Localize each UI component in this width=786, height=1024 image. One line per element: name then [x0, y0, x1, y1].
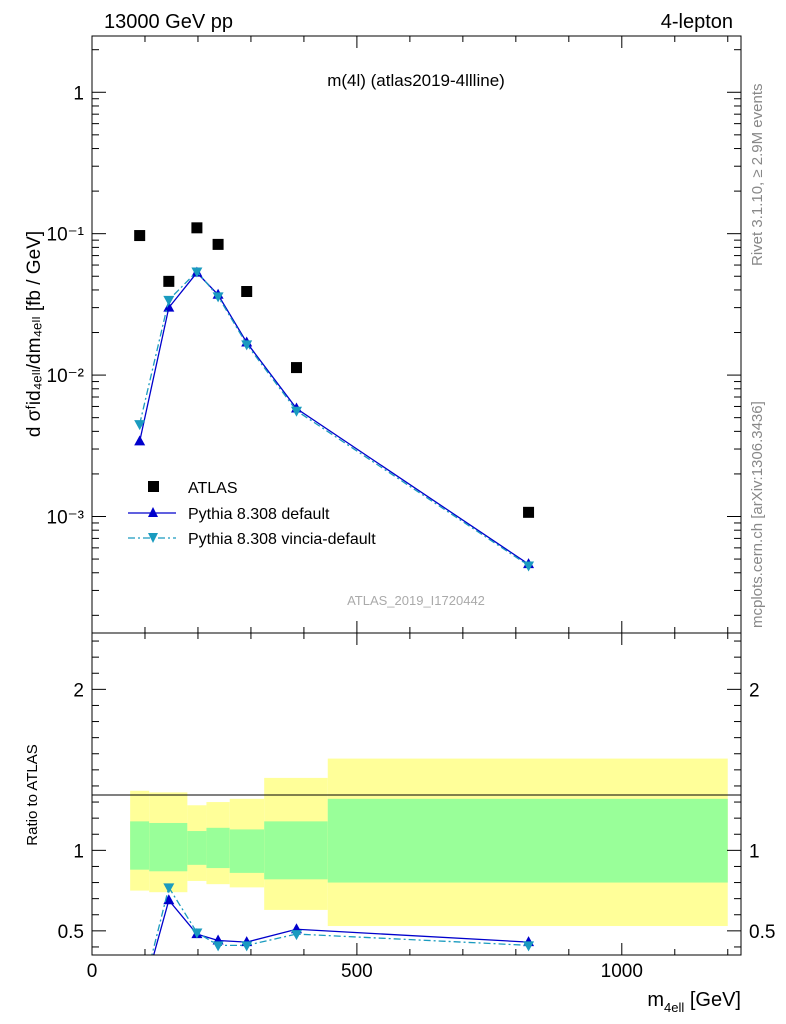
watermark: ATLAS_2019_I1720442: [347, 593, 485, 608]
data-point-vincia: [523, 561, 535, 572]
mcplots-label: mcplots.cern.ch [arXiv:1306.3436]: [749, 401, 766, 628]
legend-label-atlas: ATLAS: [188, 480, 238, 497]
ratio-y-tick-label-left: 0.5: [58, 922, 84, 943]
ratio-frame: [91, 632, 742, 956]
legend-label-vincia: Pythia 8.308 vincia-default: [188, 531, 376, 548]
main-ticks: [92, 49, 741, 616]
ratio-band-inner: [264, 821, 328, 880]
legend-marker-atlas: [148, 481, 159, 492]
ratio-y-tick-labels: 2 2 1 1 0.5 0.5: [58, 680, 776, 943]
ratio-band-inner: [149, 822, 188, 872]
data-point-vincia: [291, 406, 303, 417]
data-point-atlas: [191, 222, 203, 234]
main-panel: 110⁻¹10⁻²10⁻³ m(4l) (atlas2019-4llline) …: [24, 35, 742, 634]
ratio-point-vincia: [291, 930, 303, 941]
main-y-tick-labels: 1 10⁻¹ 10⁻² 10⁻³: [47, 83, 85, 528]
y-tick-label: 10⁻²: [47, 366, 85, 387]
data-point-atlas: [134, 230, 146, 242]
ratio-bands: [130, 758, 728, 927]
legend: ATLAS Pythia 8.308 default Pythia 8.308 …: [128, 480, 376, 548]
x-axis-label: m4ell [GeV]: [647, 989, 741, 1015]
ratio-panel: 2 2 1 1 0.5 0.5 Ratio to ATLAS: [24, 632, 776, 956]
y-tick-label: 10⁻³: [47, 507, 85, 528]
legend-marker-vincia: [148, 533, 158, 543]
ratio-band-inner: [206, 827, 230, 869]
main-series: [134, 222, 535, 572]
main-y-axis-label: d σᶠid₄ₑₗₗ/dm₄ₑₗₗ [fb / GeV]: [24, 231, 45, 437]
ratio-y-tick-label-right: 2: [749, 680, 760, 701]
data-point-default: [134, 435, 146, 446]
x-tick-label: 0: [87, 961, 98, 982]
ratio-point-vincia: [523, 941, 535, 952]
ratio-point-default: [163, 894, 175, 905]
rivet-label: Rivet 3.1.10, ≥ 2.9M events: [749, 84, 766, 267]
ratio-ticks: [92, 640, 741, 948]
ratio-y-tick-label-right: 1: [749, 841, 760, 862]
ratio-band-inner: [130, 821, 150, 870]
data-point-atlas: [212, 238, 224, 250]
data-point-default: [163, 301, 175, 312]
ratio-band-inner: [187, 831, 207, 865]
ratio-y-axis-label: Ratio to ATLAS: [24, 744, 41, 845]
plot-title: m(4l) (atlas2019-4llline): [327, 71, 505, 90]
data-point-atlas: [291, 362, 303, 374]
ratio-point-vincia: [241, 941, 253, 952]
legend-label-default: Pythia 8.308 default: [188, 506, 330, 523]
x-tick-labels: 0 500 1000: [87, 961, 643, 982]
ratio-y-tick-label-left: 2: [73, 680, 84, 701]
data-point-vincia: [241, 340, 253, 351]
x-tick-label: 1000: [601, 961, 643, 982]
data-point-vincia: [163, 295, 175, 306]
data-point-vincia: [134, 420, 146, 431]
ratio-y-tick-label-right: 0.5: [749, 922, 775, 943]
ratio-band-inner: [327, 798, 728, 883]
data-point-vincia: [212, 292, 224, 303]
y-tick-label: 10⁻¹: [47, 225, 85, 246]
x-ticks: [91, 36, 729, 955]
x-tick-label: 500: [341, 961, 373, 982]
header-left: 13000 GeV pp: [104, 11, 233, 33]
ratio-band-inner: [229, 829, 265, 873]
y-tick-label: 1: [73, 83, 84, 104]
data-point-atlas: [163, 275, 175, 287]
ratio-series: [151, 883, 535, 955]
data-point-atlas: [241, 286, 253, 298]
ratio-point-vincia: [191, 928, 203, 939]
x-axis: 0 500 1000 m4ell [GeV]: [87, 36, 741, 1015]
header-right: 4-lepton: [661, 11, 733, 33]
data-point-vincia: [191, 267, 203, 278]
data-point-atlas: [523, 506, 535, 518]
ratio-point-vincia: [163, 883, 175, 894]
legend-marker-default: [148, 507, 158, 517]
ratio-point-vincia: [212, 941, 224, 952]
ratio-y-tick-label-left: 1: [73, 841, 84, 862]
